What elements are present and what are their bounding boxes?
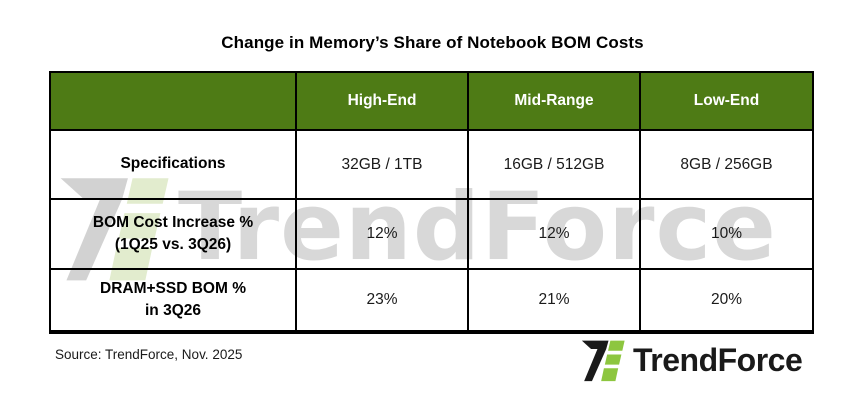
cell-increase-mid-range: 12%	[467, 198, 641, 270]
row-label-dram-ssd-bom: DRAM+SSD BOM % in 3Q26	[49, 268, 297, 334]
chart-title: Change in Memory’s Share of Notebook BOM…	[221, 33, 644, 52]
cell-increase-high-end: 12%	[295, 198, 469, 270]
table-row-specifications: Specifications 32GB / 1TB 16GB / 512GB 8…	[49, 129, 814, 200]
source-note: Source: TrendForce, Nov. 2025	[55, 347, 243, 362]
trendforce-logo: TrendForce	[580, 337, 803, 383]
cell-spec-high-end: 32GB / 1TB	[295, 129, 469, 200]
cell-increase-low-end: 10%	[639, 198, 814, 270]
bom-cost-table: High-End Mid-Range Low-End Specification…	[49, 71, 814, 334]
header-low-end: Low-End	[639, 71, 814, 131]
cell-spec-low-end: 8GB / 256GB	[639, 129, 814, 200]
row-label-line2: (1Q25 vs. 3Q26)	[114, 236, 232, 253]
row-label-line1: DRAM+SSD BOM %	[100, 279, 246, 297]
table-header-row: High-End Mid-Range Low-End	[49, 71, 814, 131]
cell-dram-high-end: 23%	[295, 268, 469, 334]
cell-dram-mid-range: 21%	[467, 268, 641, 334]
row-label-line1: BOM Cost Increase %	[92, 213, 254, 231]
row-label-line2: in 3Q26	[145, 302, 201, 319]
table-row-dram-ssd-bom: DRAM+SSD BOM % in 3Q26 23% 21% 20%	[49, 268, 814, 334]
table-row-bom-cost-increase: BOM Cost Increase % (1Q25 vs. 3Q26) 12% 1…	[49, 198, 814, 270]
header-empty-cell	[49, 71, 297, 131]
logo-text: TrendForce	[633, 341, 803, 378]
cell-spec-mid-range: 16GB / 512GB	[467, 129, 641, 200]
row-label-specifications: Specifications	[49, 129, 297, 200]
cell-dram-low-end: 20%	[639, 268, 814, 334]
row-label-line1: Specifications	[120, 155, 226, 173]
trendforce-logo-icon	[581, 340, 625, 382]
header-mid-range: Mid-Range	[467, 71, 641, 131]
row-label-bom-cost-increase: BOM Cost Increase % (1Q25 vs. 3Q26)	[49, 198, 297, 270]
header-high-end: High-End	[295, 71, 469, 131]
